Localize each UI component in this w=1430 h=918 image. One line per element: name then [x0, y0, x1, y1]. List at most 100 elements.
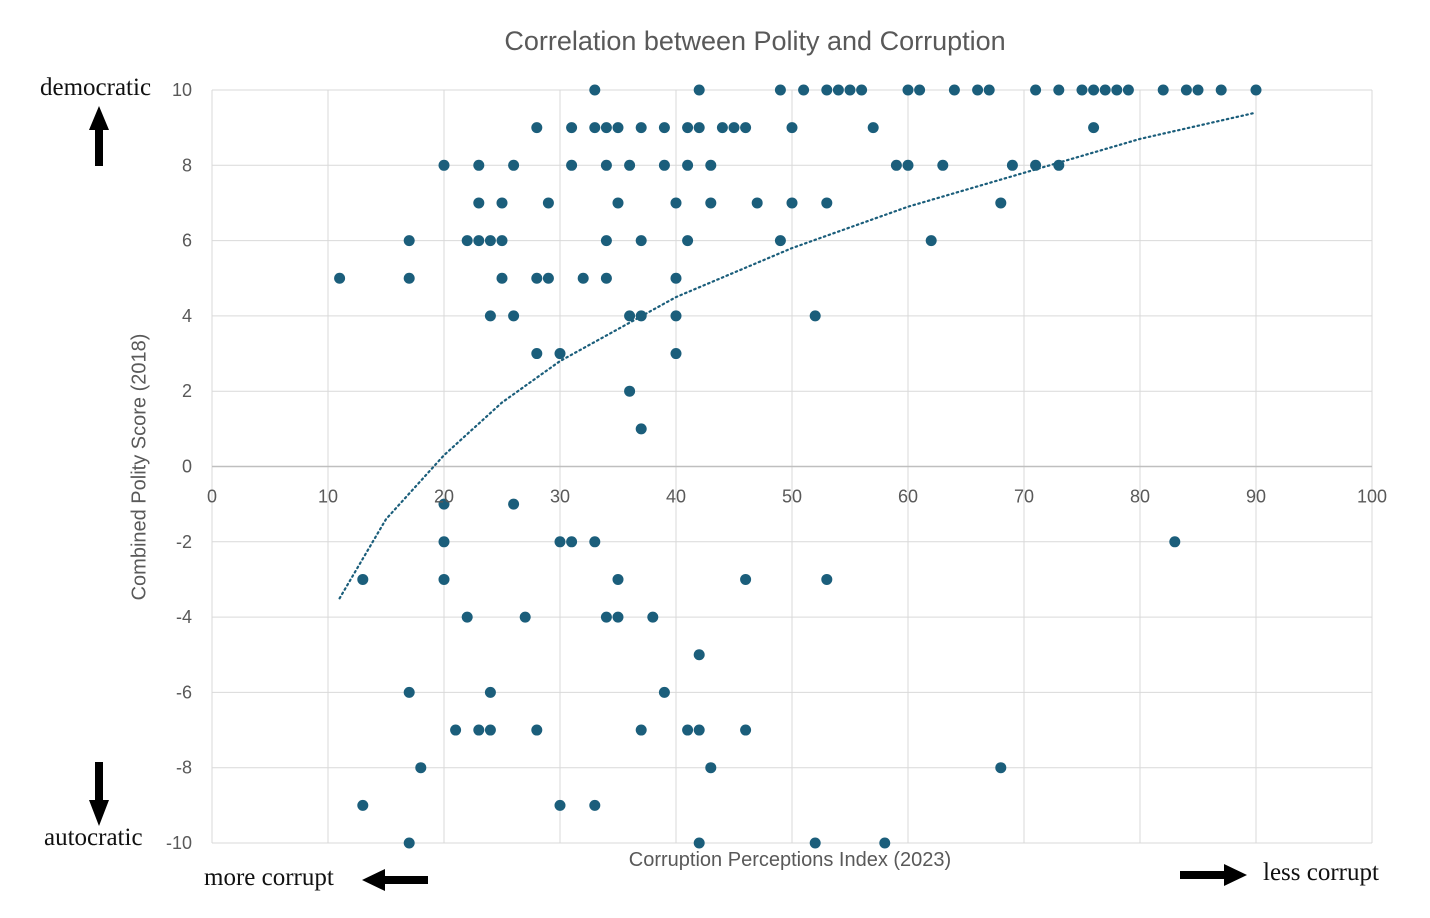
data-point — [670, 272, 682, 284]
data-point — [670, 197, 682, 209]
data-point — [600, 611, 612, 623]
data-point — [484, 310, 496, 322]
data-point — [600, 122, 612, 134]
data-point — [658, 122, 670, 134]
arrow-layer — [89, 106, 1247, 891]
data-point — [461, 611, 473, 623]
data-point — [1053, 159, 1065, 171]
data-point — [821, 84, 833, 96]
data-point — [948, 84, 960, 96]
y-tick-label: -2 — [176, 532, 192, 552]
less-corrupt-label: less corrupt — [1263, 859, 1379, 886]
data-point — [554, 799, 566, 811]
data-point — [682, 122, 694, 134]
autocratic-label: autocratic — [44, 824, 143, 851]
data-point — [635, 122, 647, 134]
y-tick-label: -8 — [176, 758, 192, 778]
data-point — [612, 611, 624, 623]
data-point — [879, 837, 891, 849]
data-point — [600, 235, 612, 247]
data-point — [809, 310, 821, 322]
data-point — [624, 310, 636, 322]
data-point — [473, 197, 485, 209]
data-point — [925, 235, 937, 247]
data-point — [740, 122, 752, 134]
data-point — [1157, 84, 1169, 96]
data-point — [624, 159, 636, 171]
data-point — [832, 84, 844, 96]
data-point — [450, 724, 462, 736]
data-point — [1053, 84, 1065, 96]
chart-title: Correlation between Polity and Corruptio… — [504, 26, 1006, 56]
data-point — [484, 724, 496, 736]
data-point — [531, 272, 543, 284]
data-point — [496, 197, 508, 209]
y-tick-label: 2 — [182, 381, 192, 401]
data-point — [415, 762, 427, 774]
data-point — [403, 837, 415, 849]
data-point — [357, 573, 369, 585]
data-point — [798, 84, 810, 96]
data-point — [728, 122, 740, 134]
data-point — [531, 348, 543, 360]
y-tick-label: 6 — [182, 231, 192, 251]
data-point — [658, 159, 670, 171]
data-point — [658, 686, 670, 698]
data-point — [1099, 84, 1111, 96]
data-point — [1250, 84, 1262, 96]
y-tick-label: 0 — [182, 457, 192, 477]
data-point — [473, 159, 485, 171]
x-tick-label: 50 — [782, 487, 802, 507]
data-point — [682, 724, 694, 736]
data-point — [972, 84, 984, 96]
data-point — [531, 724, 543, 736]
x-tick-label: 30 — [550, 487, 570, 507]
data-point — [496, 272, 508, 284]
data-point — [519, 611, 531, 623]
data-point — [693, 837, 705, 849]
data-point — [1192, 84, 1204, 96]
data-point — [1122, 84, 1134, 96]
data-point — [566, 122, 578, 134]
data-point — [357, 799, 369, 811]
data-point — [1088, 122, 1100, 134]
data-point — [589, 84, 601, 96]
y-tick-label: -4 — [176, 607, 192, 627]
data-point — [589, 799, 601, 811]
x-tick-label: 90 — [1246, 487, 1266, 507]
data-point — [473, 235, 485, 247]
data-point — [786, 122, 798, 134]
data-point — [693, 649, 705, 661]
data-point — [647, 611, 659, 623]
arrow-right-icon — [1180, 864, 1247, 886]
data-point — [600, 272, 612, 284]
y-tick-label: -10 — [166, 833, 192, 853]
data-point — [682, 159, 694, 171]
data-point — [844, 84, 856, 96]
data-point — [554, 536, 566, 548]
data-point — [983, 84, 995, 96]
data-point — [612, 122, 624, 134]
data-point — [867, 122, 879, 134]
data-point — [995, 762, 1007, 774]
data-point — [566, 159, 578, 171]
data-point — [600, 159, 612, 171]
data-point — [693, 724, 705, 736]
data-point — [821, 197, 833, 209]
y-tick-label: 4 — [182, 306, 192, 326]
data-point — [682, 235, 694, 247]
data-point — [809, 837, 821, 849]
y-tick-label: 10 — [172, 80, 192, 100]
arrow-down-icon — [89, 762, 109, 826]
data-point — [705, 197, 717, 209]
data-point — [693, 84, 705, 96]
data-point — [531, 122, 543, 134]
data-point — [902, 159, 914, 171]
point-layer — [334, 84, 1262, 849]
data-point — [508, 159, 520, 171]
x-tick-label: 100 — [1357, 487, 1387, 507]
data-point — [612, 197, 624, 209]
data-point — [577, 272, 589, 284]
